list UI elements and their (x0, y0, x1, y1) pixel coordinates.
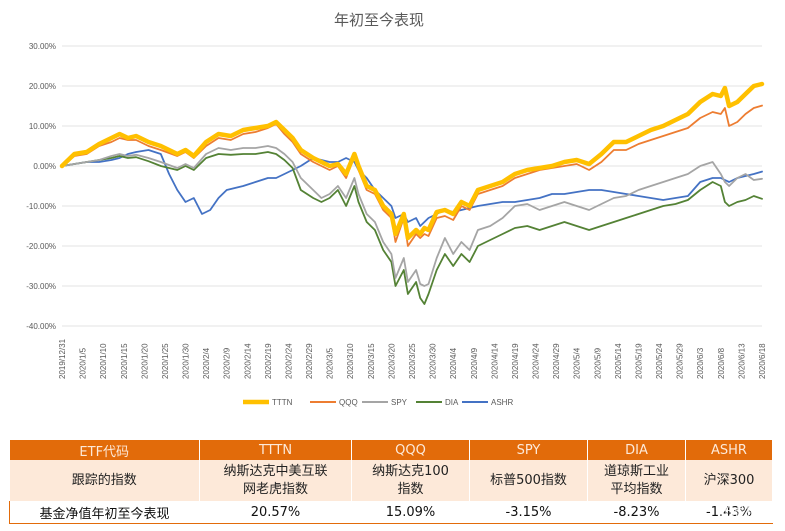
x-tick-label: 2020/3/15 (367, 343, 376, 379)
series-line-tttn (59, 81, 765, 241)
x-tick-label: 2020/3/25 (408, 343, 417, 379)
x-tick-label: 2019/12/31 (58, 338, 67, 379)
cell-spy-ytd: -3.15% (469, 501, 588, 524)
cell-tttn-ytd: 20.57% (199, 501, 352, 524)
etf-comparison-table: ETF代码 TTTN QQQ SPY DIA ASHR 跟踪的指数 纳斯达克中美… (9, 440, 773, 524)
cell-tttn-index-line2: 网老虎指数 (242, 481, 308, 497)
cell-qqq-index-line1: 纳斯达克100 (372, 463, 449, 479)
x-tick-label: 2020/6/18 (758, 343, 767, 379)
cell-dia-ytd: -8.23% (587, 501, 686, 524)
watermark: 老虎社区 (717, 505, 773, 521)
x-tick-label: 2020/2/4 (202, 347, 211, 379)
x-tick-label: 2020/5/24 (655, 343, 664, 379)
table-header-row: ETF代码 TTTN QQQ SPY DIA ASHR (9, 440, 773, 460)
cell-ytd-label: 基金净值年初至今表现 (9, 501, 200, 524)
header-ashr: ASHR (685, 440, 773, 460)
x-tick-label: 2020/1/20 (140, 343, 149, 379)
x-tick-label: 2020/5/4 (573, 347, 582, 379)
y-tick-label: -30.00% (26, 282, 56, 291)
x-tick-label: 2020/6/8 (717, 347, 726, 379)
cell-tracked-index-label: 跟踪的指数 (9, 460, 200, 501)
x-tick-label: 2020/4/14 (490, 343, 499, 379)
x-tick-label: 2020/1/10 (99, 343, 108, 379)
x-tick-label: 2020/5/29 (676, 343, 685, 379)
series-lines (59, 81, 765, 305)
cell-tttn-index: 纳斯达克中美互联 网老虎指数 (199, 460, 352, 501)
x-tick-label: 2020/5/9 (593, 347, 602, 379)
legend-label-qqq: QQQ (339, 398, 358, 407)
legend: TTTN QQQ SPY DIA ASHR (243, 398, 513, 407)
legend-label-spy: SPY (391, 398, 408, 407)
cell-ashr-index: 沪深300 (685, 460, 773, 501)
x-tick-label: 2020/4/29 (552, 343, 561, 379)
cell-ashr-ytd: -1.43% (685, 501, 773, 524)
x-tick-label: 2020/6/13 (737, 343, 746, 379)
x-axis-tick-labels: 2019/12/31 2020/1/5 2020/1/10 2020/1/15 2020… (58, 338, 767, 379)
x-tick-label: 2020/4/4 (449, 347, 458, 379)
cell-dia-index-line2: 平均指数 (610, 481, 663, 497)
x-tick-label: 2020/2/14 (243, 343, 252, 379)
series-line-ashr (61, 149, 763, 227)
y-tick-label: 0.00% (33, 162, 56, 171)
series-line-spy (61, 145, 763, 287)
cell-dia-index: 道琼斯工业 平均指数 (587, 460, 686, 501)
x-tick-label: 2020/3/10 (346, 343, 355, 379)
header-etf-code: ETF代码 (9, 440, 200, 460)
grid-lines (62, 45, 762, 327)
header-spy: SPY (469, 440, 588, 460)
header-tttn: TTTN (199, 440, 352, 460)
x-tick-label: 2020/1/15 (120, 343, 129, 379)
x-tick-label: 2020/4/24 (532, 343, 541, 379)
table-row-tracked-index: 跟踪的指数 纳斯达克中美互联 网老虎指数 纳斯达克100 指数 标普500指数 道琼… (9, 460, 773, 501)
y-tick-label: -20.00% (26, 242, 56, 251)
chart-title: 年初至今表现 (334, 11, 424, 29)
series-line-dia (61, 151, 763, 305)
x-tick-label: 2020/6/3 (696, 347, 705, 379)
cell-qqq-index-line2: 指数 (397, 481, 424, 497)
y-tick-label: 30.00% (29, 42, 56, 51)
cell-tttn-index-line1: 纳斯达克中美互联 (223, 463, 328, 479)
x-tick-label: 2020/2/24 (284, 343, 293, 379)
x-tick-label: 2020/4/19 (511, 343, 520, 379)
x-tick-label: 2020/2/29 (305, 343, 314, 379)
cell-qqq-ytd: 15.09% (351, 501, 470, 524)
cell-spy-index: 标普500指数 (469, 460, 588, 501)
y-tick-label: -40.00% (26, 322, 56, 331)
x-tick-label: 2020/2/19 (264, 343, 273, 379)
cell-dia-index-line1: 道琼斯工业 (603, 463, 669, 479)
y-tick-label: -10.00% (26, 202, 56, 211)
ytd-performance-chart: 年初至今表现 30.00% 20.00% 10.00% 0.00% -10.00% -20… (26, 11, 767, 407)
legend-label-tttn: TTTN (272, 398, 293, 407)
legend-label-dia: DIA (445, 398, 459, 407)
legend-label-ashr: ASHR (491, 398, 513, 407)
x-tick-label: 2020/5/19 (634, 343, 643, 379)
x-tick-label: 2020/3/20 (387, 343, 396, 379)
x-tick-label: 2020/1/30 (182, 343, 191, 379)
header-qqq: QQQ (351, 440, 470, 460)
x-tick-label: 2020/3/5 (326, 347, 335, 379)
x-tick-label: 2020/5/14 (614, 343, 623, 379)
x-tick-label: 2020/4/9 (470, 347, 479, 379)
y-tick-label: 20.00% (29, 82, 56, 91)
y-tick-label: 10.00% (29, 122, 56, 131)
table-row-ytd-performance: 基金净值年初至今表现 20.57% 15.09% -3.15% -8.23% -… (9, 501, 773, 524)
x-tick-label: 2020/2/9 (223, 347, 232, 379)
y-axis-tick-labels: 30.00% 20.00% 10.00% 0.00% -10.00% -20.00% -30… (26, 42, 56, 331)
x-tick-label: 2020/1/5 (79, 347, 88, 379)
x-tick-label: 2020/1/25 (161, 343, 170, 379)
header-dia: DIA (587, 440, 686, 460)
x-tick-label: 2020/3/30 (429, 343, 438, 379)
cell-qqq-index: 纳斯达克100 指数 (351, 460, 470, 501)
